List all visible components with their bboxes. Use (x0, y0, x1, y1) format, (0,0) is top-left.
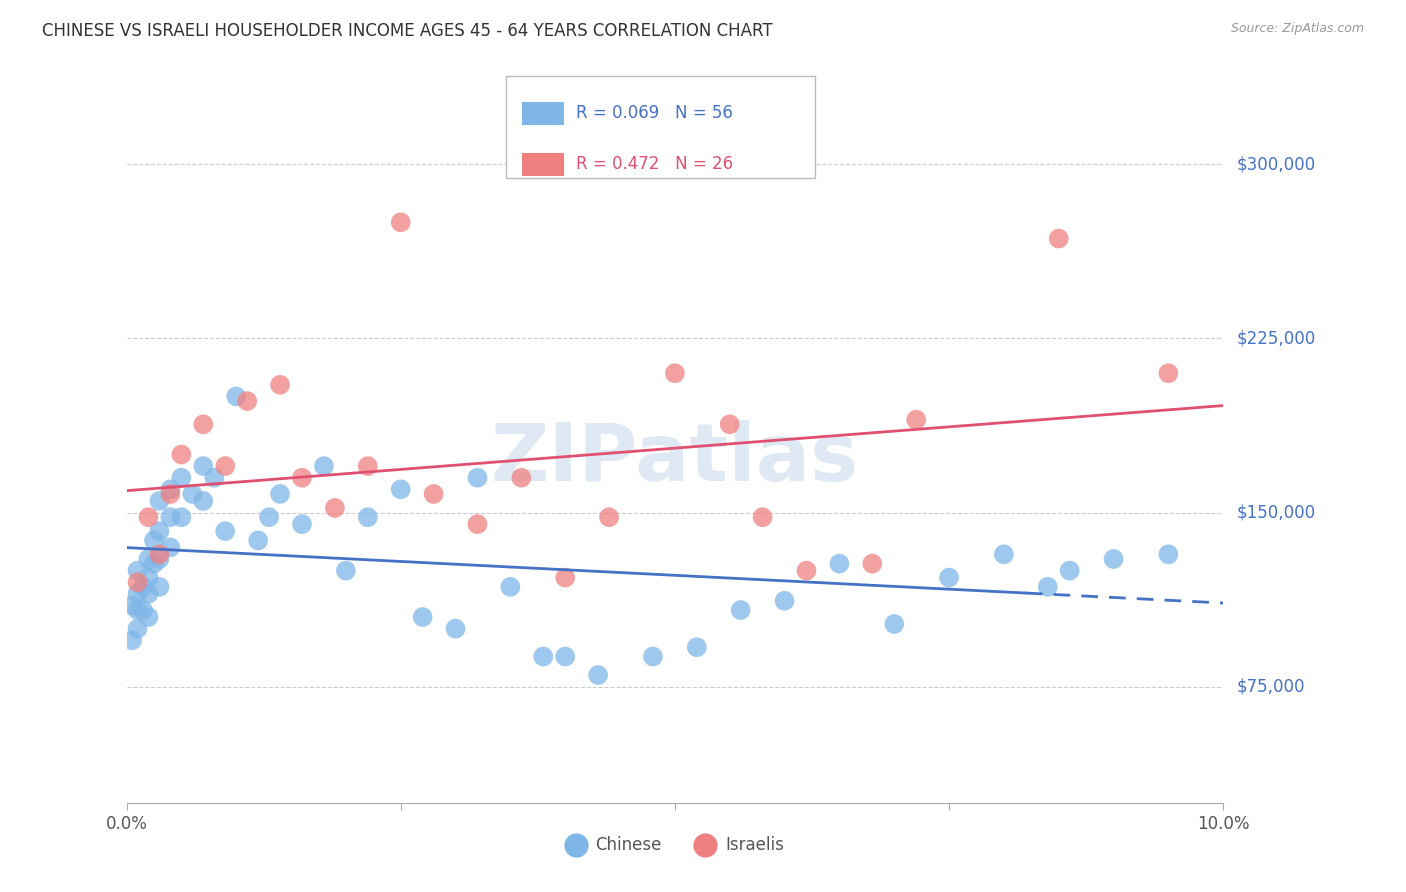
Point (467, 471, 489, 485)
Point (159, 541, 181, 555)
Point (257, 510, 280, 524)
Text: $225,000: $225,000 (1237, 329, 1316, 347)
Point (181, 487, 204, 501)
Point (291, 517, 314, 532)
Point (138, 570, 160, 584)
Point (159, 510, 181, 524)
Point (586, 668, 609, 682)
Point (138, 510, 160, 524)
Point (132, 580, 155, 594)
Point (148, 552, 170, 566)
Point (531, 649, 554, 664)
Point (138, 552, 160, 566)
Point (214, 524, 236, 538)
Text: $75,000: $75,000 (1237, 678, 1306, 696)
Point (641, 649, 664, 664)
Point (1036, 580, 1059, 594)
Point (269, 487, 291, 501)
Point (132, 603, 155, 617)
Point (121, 599, 143, 613)
Text: CHINESE VS ISRAELI HOUSEHOLDER INCOME AGES 45 - 64 YEARS CORRELATION CHART: CHINESE VS ISRAELI HOUSEHOLDER INCOME AG… (42, 22, 773, 40)
Point (389, 483, 412, 497)
Point (193, 459, 215, 474)
Point (554, 570, 576, 584)
Text: Source: ZipAtlas.com: Source: ZipAtlas.com (1230, 22, 1364, 36)
Text: ZIPatlas: ZIPatlas (491, 420, 859, 498)
Point (193, 417, 215, 432)
Point (1059, 564, 1081, 578)
Point (598, 510, 620, 524)
Legend: Chinese, Israelis: Chinese, Israelis (560, 829, 790, 860)
Point (444, 622, 467, 636)
Point (312, 459, 335, 474)
Point (138, 610, 160, 624)
Point (127, 575, 149, 590)
Point (389, 215, 412, 229)
Point (127, 564, 149, 578)
Point (335, 564, 357, 578)
Point (170, 471, 193, 485)
Point (554, 649, 576, 664)
Point (127, 622, 149, 636)
Point (148, 524, 170, 538)
Point (422, 487, 444, 501)
Point (247, 533, 270, 548)
Point (664, 366, 686, 380)
Point (860, 557, 883, 571)
Point (202, 471, 225, 485)
Point (718, 417, 741, 432)
Point (796, 564, 818, 578)
Point (148, 494, 170, 508)
Point (127, 587, 149, 601)
Point (121, 633, 143, 648)
Point (170, 448, 193, 462)
Point (170, 510, 193, 524)
Point (993, 547, 1015, 561)
Point (905, 412, 928, 426)
Point (159, 483, 181, 497)
Point (357, 459, 380, 474)
Point (323, 500, 346, 515)
Point (193, 494, 215, 508)
Point (148, 547, 170, 561)
Point (1047, 231, 1070, 245)
Text: $150,000: $150,000 (1237, 504, 1316, 522)
Point (148, 580, 170, 594)
Point (357, 510, 380, 524)
Point (467, 517, 489, 532)
Text: R = 0.472   N = 26: R = 0.472 N = 26 (576, 155, 734, 173)
Point (510, 471, 533, 485)
Text: R = 0.069   N = 56: R = 0.069 N = 56 (576, 104, 734, 122)
Point (828, 557, 851, 571)
Point (773, 594, 796, 608)
Point (412, 610, 434, 624)
Point (138, 587, 160, 601)
Point (730, 603, 752, 617)
Point (214, 459, 236, 474)
Point (225, 389, 247, 403)
Point (883, 617, 905, 632)
Point (159, 487, 181, 501)
Point (686, 640, 709, 655)
Point (1102, 552, 1125, 566)
Point (143, 557, 166, 571)
Point (291, 471, 314, 485)
Point (938, 570, 960, 584)
Point (143, 533, 166, 548)
Point (751, 510, 773, 524)
Point (1157, 366, 1180, 380)
Point (1157, 547, 1180, 561)
Point (269, 377, 291, 392)
Point (236, 394, 259, 409)
Point (127, 603, 149, 617)
Text: $300,000: $300,000 (1237, 155, 1316, 173)
Point (499, 580, 522, 594)
